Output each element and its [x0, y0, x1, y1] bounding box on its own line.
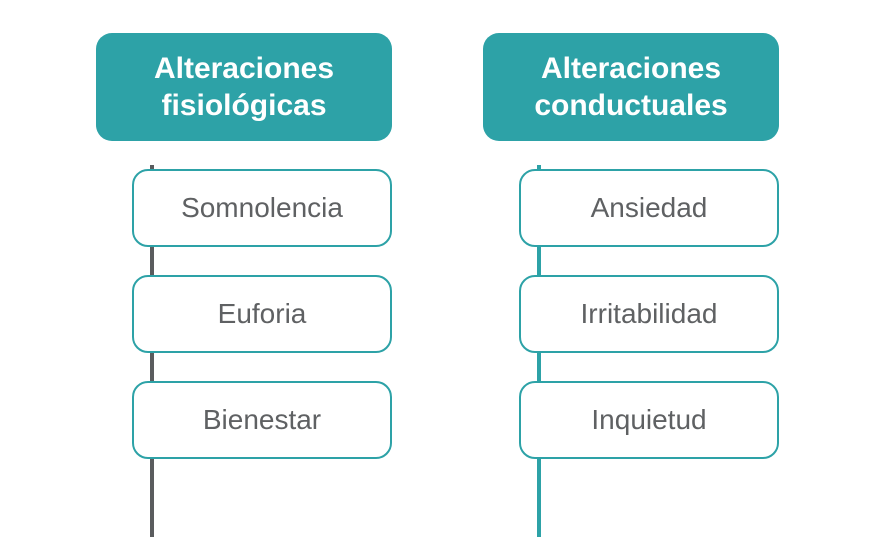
header-title-line1: Alteraciones — [541, 52, 721, 85]
child-label: Ansiedad — [591, 192, 708, 224]
child-label: Bienestar — [203, 404, 321, 436]
children-fisiologicas: Somnolencia Euforia Bienestar — [132, 169, 392, 459]
child-node: Inquietud — [519, 381, 779, 459]
child-label: Irritabilidad — [581, 298, 718, 330]
child-node: Ansiedad — [519, 169, 779, 247]
header-title-line2: fisiológicas — [161, 89, 326, 122]
children-conductuales: Ansiedad Irritabilidad Inquietud — [519, 169, 779, 459]
child-node: Irritabilidad — [519, 275, 779, 353]
tree-conductuales: Alteraciones conductuales Ansiedad Irrit… — [483, 33, 779, 459]
header-title-line2: conductuales — [534, 89, 727, 122]
child-node: Somnolencia — [132, 169, 392, 247]
child-label: Inquietud — [591, 404, 706, 436]
child-label: Euforia — [218, 298, 307, 330]
header-fisiologicas: Alteraciones fisiológicas — [96, 33, 392, 141]
child-label: Somnolencia — [181, 192, 343, 224]
header-title-line1: Alteraciones — [154, 52, 334, 85]
tree-fisiologicas: Alteraciones fisiológicas Somnolencia Eu… — [96, 33, 392, 459]
header-conductuales: Alteraciones conductuales — [483, 33, 779, 141]
child-node: Bienestar — [132, 381, 392, 459]
child-node: Euforia — [132, 275, 392, 353]
